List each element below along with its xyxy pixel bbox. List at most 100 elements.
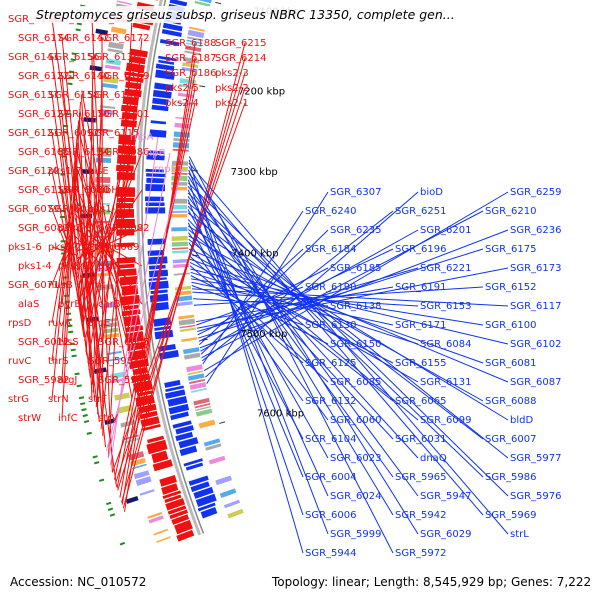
- cog-feature: [181, 66, 198, 73]
- blue-gene-label: SGR_6024: [330, 491, 382, 502]
- blue-gene-label: SGR_5947: [420, 491, 472, 502]
- blue-gene-label: SGR_6007: [485, 434, 537, 445]
- leader-line: [187, 189, 329, 497]
- gc-mark: [98, 478, 105, 482]
- reverse-gene: [200, 506, 218, 519]
- leader-line: [61, 142, 78, 381]
- cog-feature: [107, 357, 123, 362]
- forward-gene: [174, 519, 193, 535]
- red-gene-label: nusB: [48, 280, 73, 291]
- cog-feature: [182, 347, 200, 355]
- red-gene-label: pks1-4: [18, 261, 52, 272]
- reverse-gene: [162, 22, 183, 32]
- leader-line: [187, 222, 304, 440]
- leader-line: [111, 102, 246, 473]
- forward-gene: [116, 164, 134, 172]
- red-gene-label: ruvC: [8, 356, 31, 367]
- leader-line: [75, 165, 143, 343]
- reverse-gene: [175, 425, 194, 435]
- gc-mark: [67, 82, 73, 86]
- cog-feature: [156, 536, 171, 543]
- leader-line: [187, 186, 419, 497]
- red-gene-label: carB: [98, 299, 121, 310]
- red-gene-label: SGR_6156: [48, 52, 100, 63]
- blue-gene-label: SGR_5965: [395, 472, 447, 483]
- blue-gene-label: SGR_6210: [485, 206, 537, 217]
- reverse-gene: [185, 462, 204, 471]
- red-gene-label: SGR_6214: [215, 53, 267, 64]
- blue-gene-label: SGR_6100: [485, 320, 537, 331]
- red-gene-label: SGR_6174: [18, 33, 70, 44]
- ruler-tick-label: 7500 kbp: [240, 329, 287, 340]
- leader-line: [76, 150, 133, 362]
- leader-line: [198, 248, 484, 339]
- red-gene-label: SGR_6005: [98, 337, 150, 348]
- cog-feature: [148, 515, 164, 524]
- blue-gene-label: SGR_6099: [420, 415, 472, 426]
- forward-gene: [128, 55, 146, 65]
- gc-mark: [68, 70, 75, 74]
- leader-line: [81, 90, 143, 419]
- red-gene-label: SGR_6186: [165, 68, 217, 79]
- blue-gene-label: SGR_5944: [305, 548, 357, 559]
- reverse-gene: [164, 389, 186, 399]
- red-gene-label: hisS: [58, 337, 79, 348]
- reverse-gene: [145, 207, 166, 214]
- forward-gene: [159, 474, 177, 487]
- blue-gene-label: bldD: [510, 415, 533, 426]
- red-gene-label: SGR_5988: [88, 356, 140, 367]
- leader-line: [75, 246, 93, 252]
- blue-gene-label: SGR_6190: [305, 282, 357, 293]
- red-gene-label: SGR_6121: [8, 128, 60, 139]
- red-gene-label: SGR_6172: [98, 33, 150, 44]
- cog-feature: [186, 36, 204, 42]
- ruler-tick-label: 7400 kbp: [231, 248, 278, 259]
- leader-line: [201, 210, 394, 362]
- forward-gene: [142, 423, 161, 432]
- cog-feature: [172, 258, 189, 264]
- leader-line: [187, 199, 304, 478]
- red-gene-label: SGR_6083: [18, 223, 70, 234]
- leader-line: [119, 72, 196, 498]
- ruler-tick: [219, 421, 226, 424]
- cog-feature: [205, 443, 222, 451]
- blue-gene-label: SGR_6184: [305, 244, 357, 255]
- gc-mark: [107, 507, 114, 511]
- red-gene-label: pks2-2: [215, 83, 249, 94]
- red-gene-label: pks2-4: [165, 98, 199, 109]
- cog-feature: [189, 382, 207, 390]
- ruler-tick: [201, 338, 208, 341]
- leader-line: [188, 156, 394, 554]
- reverse-gene: [146, 177, 165, 184]
- gc-mark: [69, 342, 75, 346]
- reverse-gene: [161, 29, 182, 38]
- gc-mark: [67, 324, 73, 328]
- cog-feature: [97, 128, 114, 133]
- gc-mark: [71, 354, 77, 358]
- red-gene-label: SGR_6169: [98, 71, 150, 82]
- red-gene-label: SGR_6120: [8, 166, 60, 177]
- gc-mark: [70, 348, 76, 352]
- cog-feature: [172, 250, 189, 254]
- red-gene-label: SGR_6092: [48, 128, 100, 139]
- red-gene-label: strW: [18, 413, 41, 424]
- leader-line: [190, 275, 329, 345]
- leader-line: [61, 206, 76, 305]
- red-gene-label: fmt: [88, 280, 105, 291]
- leader-line: [79, 109, 133, 400]
- leader-line: [190, 268, 509, 345]
- red-gene-label: SGR_6101: [98, 109, 150, 120]
- leader-line: [61, 101, 81, 419]
- reverse-gene: [154, 325, 171, 331]
- cog-feature: [186, 364, 203, 373]
- blue-gene-label: SGR_6088: [485, 396, 537, 407]
- reverse-gene: [150, 289, 168, 295]
- blue-gene-label: SGR_6138: [330, 301, 382, 312]
- blue-gene-label: SGR_6029: [420, 529, 472, 540]
- forward-gene: [117, 263, 135, 269]
- forward-gene: [154, 0, 158, 1]
- leader-line: [199, 248, 304, 345]
- red-gene-label: SGR_6079: [8, 204, 60, 215]
- red-gene-label: rpsD: [8, 318, 32, 329]
- reverse-gene: [197, 502, 216, 512]
